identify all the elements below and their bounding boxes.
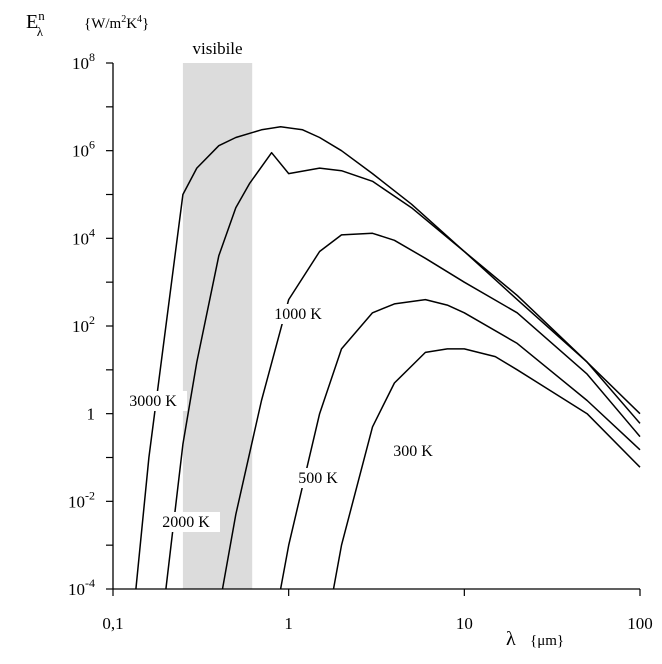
x-axis-title: λ — [506, 628, 516, 650]
y-tick-label: 106 — [72, 138, 95, 161]
curve-label: 1000 K — [274, 306, 322, 323]
x-tick-label: 0,1 — [102, 614, 123, 633]
curve-label-bg — [284, 468, 352, 488]
x-tick-label: 1 — [284, 614, 293, 633]
y-ticks: 10-4 10-2 1 102 104 106 108 — [68, 50, 113, 599]
curve-label-bg — [152, 512, 220, 532]
curve-label: 500 K — [298, 470, 338, 487]
curve-300-k — [332, 348, 641, 590]
visible-band-label: visibile — [193, 39, 243, 58]
y-axis-title: En λ — [26, 8, 45, 39]
x-axis-unit: {μm} — [530, 633, 564, 649]
visible-band — [182, 63, 253, 589]
curve-labels: 3000 K 2000 K 1000 K 500 K 300 K — [119, 304, 447, 532]
x-tick-label: 10 — [456, 614, 473, 633]
curve-2000-k — [165, 151, 641, 590]
curve-label: 2000 K — [162, 514, 210, 531]
curve-label-bg — [379, 441, 447, 461]
x-tick-label: 100 — [627, 614, 653, 633]
x-ticks: 0,1 1 10 100 — [102, 589, 653, 633]
y-tick-label: 10-4 — [68, 576, 95, 599]
curves — [135, 126, 641, 590]
curve-1000-k — [221, 232, 641, 590]
y-tick-label: 10-2 — [68, 488, 95, 511]
curve-label-bg — [119, 391, 187, 411]
y-tick-label: 104 — [72, 225, 95, 248]
curve-label: 3000 K — [129, 393, 177, 410]
y-tick-label: 1 — [87, 405, 96, 424]
y-axis-unit: {W/m2K4} — [84, 14, 149, 32]
curve-500-k — [279, 298, 641, 590]
curve-label: 300 K — [393, 443, 433, 460]
curve-label-bg — [264, 304, 332, 324]
y-tick-label: 108 — [72, 50, 95, 73]
y-tick-label: 102 — [72, 313, 95, 336]
